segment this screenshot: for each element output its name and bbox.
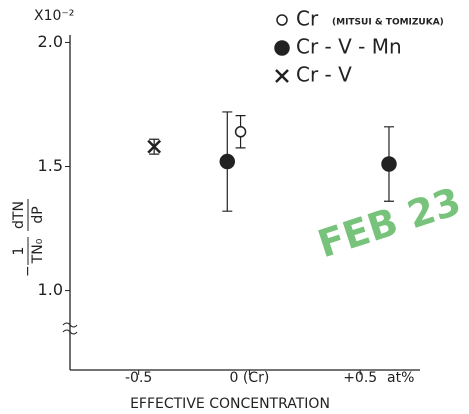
x-unit: at% xyxy=(387,370,414,386)
point xyxy=(381,156,397,172)
y-tick-label: 1.0 xyxy=(38,280,63,299)
legend-marker xyxy=(275,69,289,83)
legend-label: Cr xyxy=(296,7,319,31)
y-tick-label: 2.0 xyxy=(38,32,63,51)
x-label: EFFECTIVE CONCENTRATION xyxy=(130,396,330,412)
point xyxy=(147,139,162,154)
y-label-num2: dTN xyxy=(11,201,27,229)
legend-marker xyxy=(276,14,288,26)
y-label-sign: − xyxy=(20,265,36,277)
x-tick-label: +0.5 xyxy=(343,370,377,386)
point xyxy=(219,153,236,170)
y-label-den1: TN₀ xyxy=(30,238,46,264)
multiplier: X10⁻² xyxy=(34,8,74,24)
legend-note: (MITSUI & TOMIZUKA) xyxy=(332,18,444,28)
legend-label: Cr - V - Mn xyxy=(296,35,402,59)
y-tick-label: 1.5 xyxy=(38,156,63,175)
y-label: − 1 TN₀ dTN dP xyxy=(11,199,46,277)
point xyxy=(234,126,247,138)
x-tick-label: -0.5 xyxy=(125,370,152,386)
x-tick-label: 0 (Cr) xyxy=(230,370,270,386)
legend-label: Cr - V xyxy=(296,63,352,87)
axis-break xyxy=(62,322,78,335)
y-label-num1: 1 xyxy=(11,247,27,256)
y-label-den2: dP xyxy=(30,206,46,223)
legend-marker xyxy=(274,40,290,56)
